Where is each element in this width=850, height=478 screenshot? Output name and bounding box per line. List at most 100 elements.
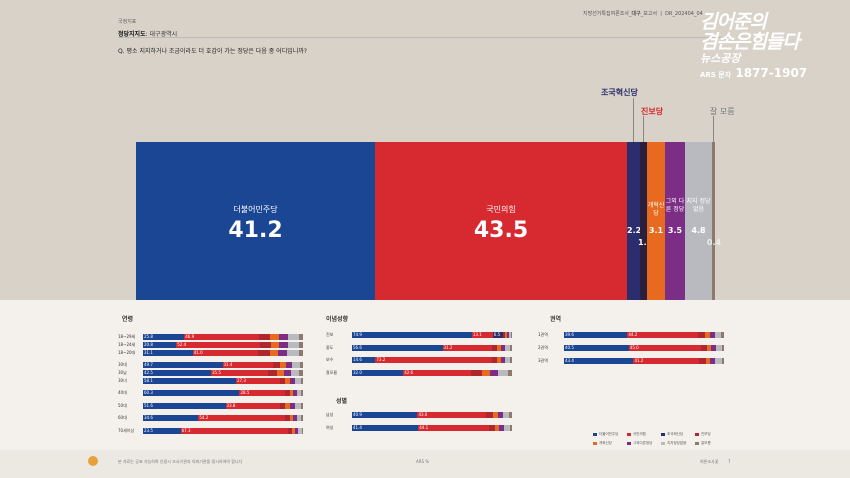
- legend-swatch: [661, 441, 665, 445]
- row-label: 30남: [118, 370, 127, 375]
- bar-other: 그외 다른 정당 3.5: [665, 142, 685, 300]
- legend-swatch: [627, 441, 631, 445]
- breakdown-bar: 43.4 41.2: [564, 358, 724, 364]
- bar-segment: [296, 415, 302, 421]
- bar-segment: [211, 370, 268, 376]
- bar-segment: [511, 332, 512, 338]
- bar-segment: [497, 370, 508, 376]
- row-label: 진보: [326, 332, 334, 337]
- bar-segment: [143, 334, 185, 340]
- segment-value: 42.6: [404, 370, 414, 375]
- bar-segment: [494, 425, 500, 431]
- segment-value: 13.1: [472, 332, 482, 337]
- segment-value: 44.1: [419, 425, 429, 430]
- segment-value: 31.4: [223, 362, 233, 367]
- bar-segment: [721, 345, 724, 351]
- row-label: 잘모름: [326, 370, 338, 375]
- page-number: 7: [728, 459, 731, 464]
- bar-segment: [222, 362, 273, 368]
- bar-segment: [488, 425, 495, 431]
- subject-region: : 대구광역시: [145, 31, 178, 38]
- bar-segment: [705, 358, 711, 364]
- row-label: 2권역: [538, 345, 548, 350]
- bar-segment: [497, 345, 502, 351]
- bar-segment: [143, 428, 181, 434]
- bar-segment: [352, 332, 472, 338]
- row-label: 1권역: [538, 332, 548, 337]
- bar-segment: [721, 358, 724, 364]
- bar-segment: [508, 332, 512, 338]
- legend-item: 그외다른정당: [627, 441, 652, 446]
- callout-rebuild: 조국혁신당: [601, 88, 638, 97]
- callout-progressive-line: [643, 116, 644, 142]
- bar-segment: [258, 350, 270, 356]
- bar-segment: [503, 425, 510, 431]
- bar-segment: [176, 342, 261, 348]
- bar-segment: [260, 342, 271, 348]
- segment-value: 25.8: [144, 334, 153, 339]
- bar-other-name: 그외 다른 정당: [665, 198, 685, 213]
- bar-segment: [497, 412, 503, 418]
- bar-segment: [143, 370, 211, 376]
- bar-segment: [509, 412, 512, 418]
- bar-ppp-value: 43.5: [473, 218, 529, 243]
- bar-segment: [289, 415, 294, 421]
- footer-note: 본 자료는 공표 가능하며 인용시 조사기관과 의뢰기관을 명시하여야 합니다: [118, 459, 243, 464]
- legend-swatch: [627, 432, 631, 436]
- row-label: 남성: [326, 412, 334, 417]
- breakdown-bar: 25.8 46.9: [143, 334, 303, 340]
- bar-segment: [352, 357, 376, 363]
- bar-segment: [403, 370, 472, 376]
- legend-label: 잘모름: [701, 441, 711, 445]
- segment-value: 44.2: [628, 332, 638, 337]
- bar-segment: [270, 334, 279, 340]
- segment-value: 35.5: [212, 370, 221, 375]
- breakdown-bar: 41.4 44.1: [352, 425, 512, 431]
- row-label: 18~29세: [118, 334, 136, 339]
- bar-none: 지지 정당 없음 4.8: [685, 142, 712, 300]
- brand-flower-icon: [88, 456, 98, 466]
- segment-value: 41.2: [634, 358, 644, 363]
- bar-segment: [294, 378, 301, 384]
- bar-segment: [290, 370, 300, 376]
- segment-value: 45.0: [629, 345, 639, 350]
- bar-segment: [714, 332, 722, 338]
- bar-segment: [509, 425, 512, 431]
- bar-segment: [507, 332, 509, 338]
- bar-segment: [510, 357, 512, 363]
- bar-segment: [501, 345, 506, 351]
- breakdown-bar: 56.6 31.2: [352, 345, 512, 351]
- bar-segment: [198, 415, 286, 421]
- bar-other-value: 3.5: [667, 226, 683, 235]
- legend-item: 국민의힘: [627, 432, 646, 437]
- bar-segment: [505, 357, 511, 363]
- breakdown-bar: 60.3 28.5: [143, 390, 303, 396]
- bar-segment: [633, 358, 700, 364]
- bar-segment: [143, 415, 199, 421]
- bar-segment: [279, 378, 286, 384]
- bar-reform-value: 3.1: [648, 226, 664, 235]
- bar-segment: [290, 378, 295, 384]
- segment-value: 60.3: [144, 390, 153, 395]
- row-label: 60대: [118, 415, 127, 420]
- bar-segment: [503, 332, 506, 338]
- bar-none-value: 4.8: [691, 226, 706, 235]
- bar-segment: [285, 390, 290, 396]
- segment-value: 14.6: [353, 357, 362, 362]
- logo-phone-row: ARS 문자 1877-1907: [700, 66, 840, 80]
- legend-item: 진보당: [695, 432, 711, 437]
- section-region-title: 권역: [550, 316, 562, 323]
- bar-segment: [293, 390, 297, 396]
- bar-reform: 개혁신당 3.1: [647, 142, 665, 300]
- bar-segment: [481, 370, 490, 376]
- breakdown-bar: 34.6 54.2: [143, 415, 303, 421]
- bar-segment: [294, 428, 298, 434]
- bar-segment: [301, 415, 303, 421]
- bar-segment: [711, 345, 716, 351]
- segment-value: 43.4: [565, 358, 574, 363]
- bar-segment: [283, 370, 291, 376]
- logo-ars-label: ARS 문자: [700, 71, 732, 79]
- bar-segment: [375, 357, 493, 363]
- bar-none-name: 지지 정당 없음: [686, 198, 711, 213]
